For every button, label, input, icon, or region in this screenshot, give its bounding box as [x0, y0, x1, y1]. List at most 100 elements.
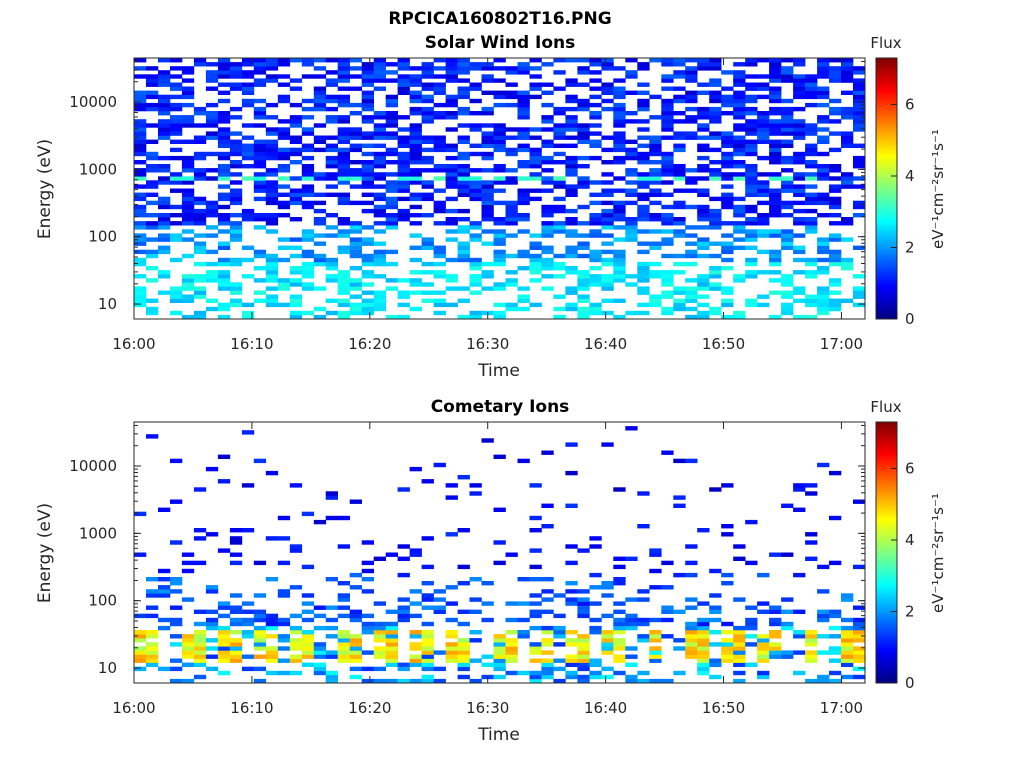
heatmap-cell: [385, 678, 398, 684]
heatmap-cell: [769, 257, 782, 263]
heatmap-cell: [481, 217, 494, 222]
heatmap-cell: [265, 270, 279, 275]
heatmap-cell: [457, 650, 470, 655]
heatmap-cell: [793, 151, 806, 157]
heatmap-cell: [313, 217, 327, 222]
heatmap-cell: [841, 172, 854, 177]
heatmap-cell: [721, 658, 734, 663]
heatmap-cell: [493, 658, 506, 663]
panel-title: Cometary Ions: [431, 397, 570, 417]
heatmap-cell: [637, 621, 650, 627]
heatmap-cell: [265, 58, 279, 63]
heatmap-cell: [409, 176, 422, 181]
heatmap-cell: [170, 66, 183, 71]
heatmap-cell: [158, 274, 171, 279]
heatmap-cell: [409, 634, 422, 639]
heatmap-cell: [517, 630, 530, 635]
heatmap-cell: [805, 123, 818, 128]
heatmap-cell: [805, 298, 818, 303]
heatmap-cell: [613, 270, 626, 275]
heatmap-cell: [745, 302, 758, 308]
heatmap-cell: [265, 143, 279, 148]
heatmap-cell: [577, 106, 590, 112]
heatmap-cell: [313, 253, 327, 259]
heatmap-cell: [181, 646, 195, 651]
heatmap-cell: [421, 237, 434, 242]
heatmap-cell: [193, 662, 207, 667]
heatmap-cell: [577, 658, 590, 663]
heatmap-cell: [301, 147, 315, 153]
heatmap-cell: [709, 617, 722, 623]
heatmap-cell: [289, 151, 303, 157]
heatmap-cell: [625, 180, 638, 185]
heatmap-cell: [541, 208, 554, 214]
heatmap-cell: [385, 119, 398, 124]
heatmap-cell: [733, 229, 746, 234]
heatmap-cell: [469, 314, 482, 320]
x-axis-label: Time: [477, 725, 520, 745]
heatmap-cell: [433, 261, 446, 267]
heatmap-cell: [553, 314, 566, 320]
heatmap-cell: [601, 82, 614, 87]
heatmap-cell: [721, 172, 734, 177]
heatmap-cell: [817, 172, 830, 177]
heatmap-cell: [697, 638, 710, 643]
heatmap-cell: [553, 196, 566, 202]
heatmap-cell: [170, 119, 183, 124]
heatmap-cell: [685, 78, 698, 83]
heatmap-cell: [134, 102, 147, 108]
heatmap-cell: [613, 119, 626, 124]
heatmap-cell: [361, 66, 374, 71]
heatmap-cell: [205, 617, 219, 623]
heatmap-cell: [361, 200, 374, 206]
heatmap-cell: [817, 74, 830, 79]
heatmap-cell: [229, 143, 243, 148]
heatmap-cell: [301, 106, 315, 112]
heatmap-cell: [217, 257, 231, 263]
heatmap-cell: [421, 184, 434, 189]
heatmap-cell: [709, 98, 722, 104]
heatmap-cell: [493, 253, 506, 259]
heatmap-cell: [313, 74, 327, 79]
heatmap-cell: [781, 70, 794, 75]
heatmap-cell: [313, 519, 327, 525]
heatmap-cell: [170, 86, 183, 91]
heatmap-cell: [481, 106, 494, 112]
heatmap-cell: [433, 274, 446, 279]
heatmap-cell: [721, 638, 734, 643]
heatmap-cell: [781, 650, 794, 655]
heatmap-cell: [853, 90, 866, 95]
heatmap-cell: [769, 650, 782, 655]
heatmap-cell: [301, 638, 315, 643]
heatmap-cell: [613, 274, 626, 279]
heatmap-cell: [134, 298, 147, 303]
heatmap-cell: [229, 147, 243, 153]
heatmap-cell: [193, 314, 207, 320]
heatmap-cell: [409, 106, 422, 112]
heatmap-cell: [397, 58, 410, 63]
heatmap-cell: [158, 200, 171, 206]
heatmap-cell: [577, 66, 590, 71]
heatmap-cell: [853, 70, 866, 75]
heatmap-cell: [601, 613, 614, 619]
heatmap-cell: [505, 94, 518, 100]
heatmap-cell: [385, 172, 398, 177]
heatmap-cell: [337, 127, 350, 132]
heatmap-cell: [433, 188, 446, 193]
heatmap-cell: [433, 270, 446, 275]
heatmap-cell: [409, 548, 422, 553]
heatmap-cell: [205, 78, 219, 83]
heatmap-cell: [337, 66, 350, 71]
heatmap-cell: [253, 147, 267, 153]
heatmap-cell: [421, 94, 434, 100]
heatmap-cell: [589, 200, 602, 206]
heatmap-cell: [673, 217, 686, 222]
heatmap-cell: [793, 131, 806, 136]
heatmap-cell: [457, 172, 470, 177]
heatmap-cell: [313, 261, 327, 267]
heatmap-cell: [529, 188, 542, 193]
heatmap-cell: [469, 111, 482, 116]
heatmap-cell: [529, 278, 542, 283]
heatmap-cell: [721, 151, 734, 157]
